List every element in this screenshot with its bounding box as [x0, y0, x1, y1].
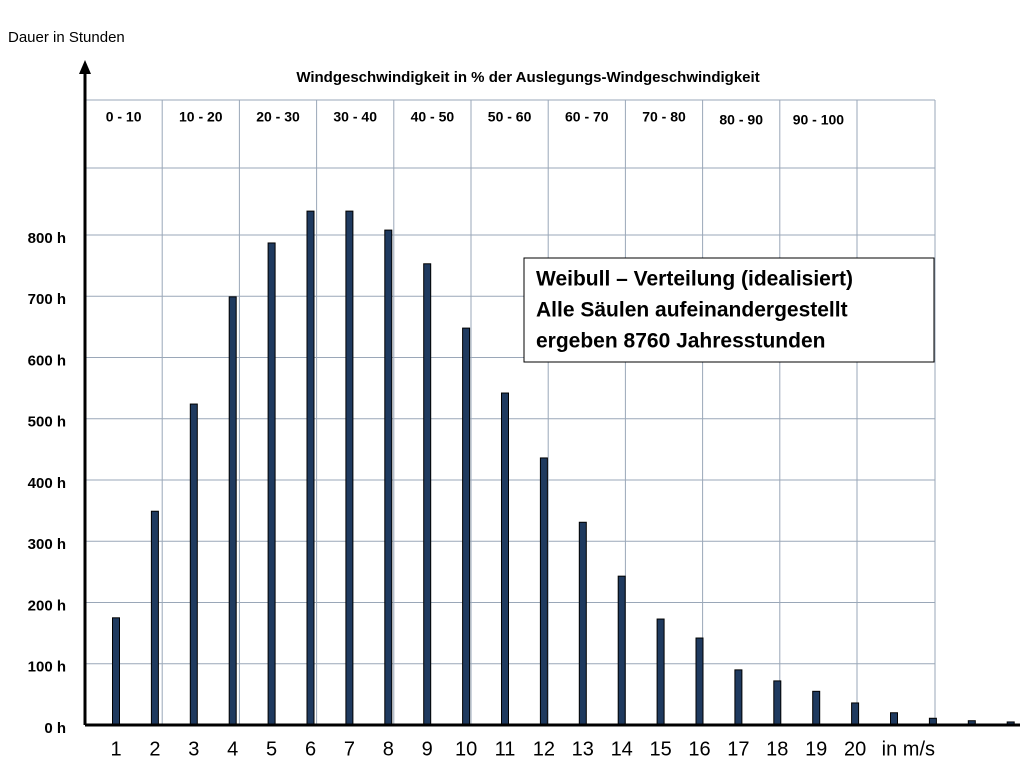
bar	[734, 669, 743, 726]
bar	[617, 575, 626, 726]
y-axis-title: Dauer in Stunden	[8, 29, 125, 46]
band-label: 60 - 70	[565, 109, 609, 125]
bar	[773, 680, 782, 726]
bar	[306, 210, 315, 726]
band-label: 20 - 30	[256, 109, 300, 125]
x-tick-label: 16	[688, 738, 710, 760]
bar	[539, 457, 548, 726]
x-tick-label: 1	[110, 738, 121, 760]
annotation-box	[523, 257, 935, 363]
x-axis-title: in m/s	[882, 738, 935, 760]
annotation-line: ergeben 8760 Jahresstunden	[536, 330, 825, 353]
bar	[851, 702, 860, 726]
band-label: 50 - 60	[488, 109, 532, 125]
x-tick-label: 14	[611, 738, 633, 760]
x-tick-label: 3	[188, 738, 199, 760]
x-tick-label: 6	[305, 738, 316, 760]
x-tick-label: 5	[266, 738, 277, 760]
x-tick-label: 2	[149, 738, 160, 760]
y-tick-label: 300 h	[28, 536, 66, 553]
y-tick-label: 700 h	[28, 291, 66, 308]
x-tick-label: 11	[495, 738, 516, 760]
bar	[112, 617, 120, 726]
bar	[228, 296, 237, 726]
bar	[890, 712, 898, 726]
y-tick-label: 600 h	[28, 352, 66, 369]
y-tick-label: 0 h	[44, 720, 66, 737]
bar	[462, 327, 471, 726]
band-label: 40 - 50	[411, 109, 455, 125]
x-tick-label: 9	[422, 738, 433, 760]
bar	[695, 637, 704, 726]
x-tick-label: 8	[383, 738, 394, 760]
y-axis-arrow	[79, 60, 91, 74]
x-tick-label: 15	[649, 738, 671, 760]
bar	[189, 403, 198, 726]
band-label: 80 - 90	[719, 112, 763, 128]
band-label: 70 - 80	[642, 109, 686, 125]
x-tick-label: 13	[572, 738, 594, 760]
annotation-line: Weibull – Verteilung (idealisiert)	[536, 268, 853, 291]
bar	[501, 392, 509, 726]
band-label: 30 - 40	[333, 109, 377, 125]
x-tick-label: 10	[455, 738, 477, 760]
x-tick-label: 12	[533, 738, 555, 760]
bar	[578, 521, 587, 726]
annotation-line: Alle Säulen aufeinandergestellt	[536, 299, 848, 322]
top-axis-title: Windgeschwindigkeit in % der Auslegungs-…	[296, 69, 759, 86]
bar	[267, 242, 276, 726]
band-label: 10 - 20	[179, 109, 223, 125]
x-tick-label: 7	[344, 738, 355, 760]
y-tick-label: 400 h	[28, 475, 66, 492]
x-tick-label: 4	[227, 738, 238, 760]
bar	[150, 510, 159, 726]
y-tick-label: 100 h	[28, 659, 66, 676]
bar	[384, 229, 393, 726]
x-tick-label: 17	[727, 738, 749, 760]
band-label: 0 - 10	[106, 109, 142, 125]
y-tick-label: 800 h	[28, 230, 66, 247]
bar	[656, 618, 665, 726]
bar	[345, 210, 354, 726]
x-tick-label: 20	[844, 738, 866, 760]
x-tick-label: 19	[805, 738, 827, 760]
y-tick-label: 500 h	[28, 414, 66, 431]
x-tick-label: 18	[766, 738, 788, 760]
band-label: 90 - 100	[793, 112, 845, 128]
y-tick-label: 200 h	[28, 597, 66, 614]
bar	[812, 690, 821, 726]
bar	[423, 263, 432, 726]
